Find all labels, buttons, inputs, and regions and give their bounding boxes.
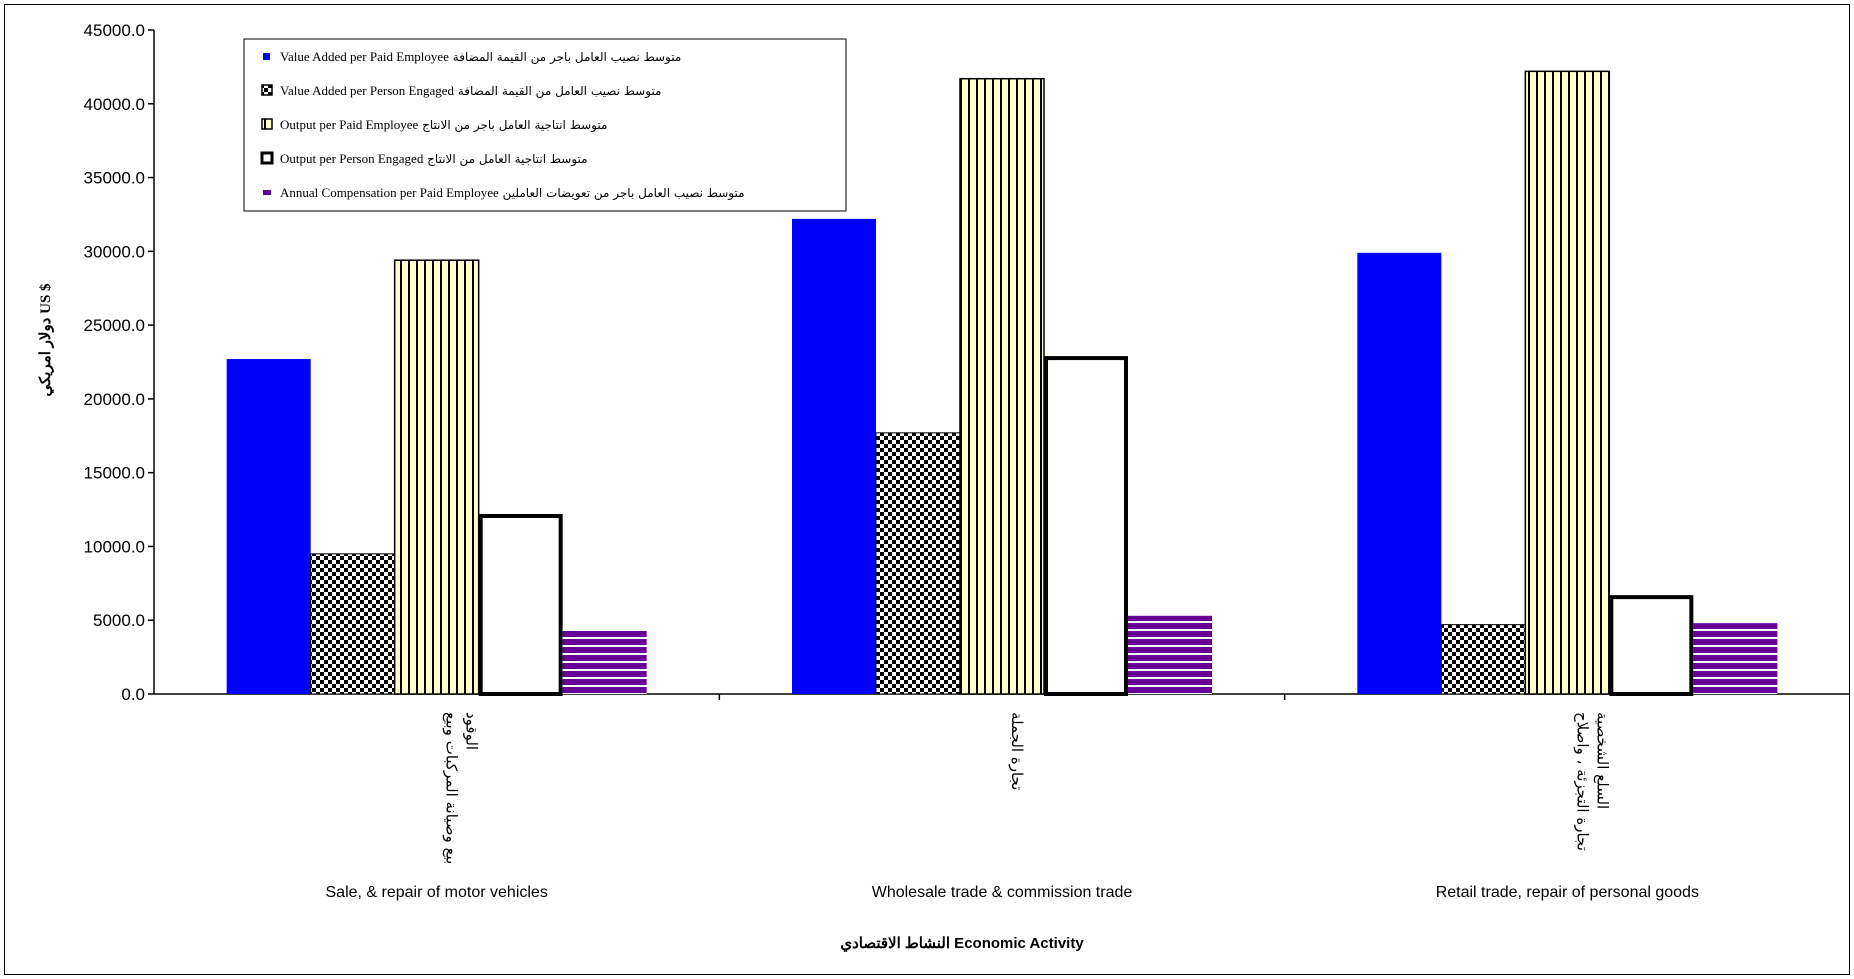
legend-entry-ar: متوسط انتاجية العامل من الانتاج <box>423 152 587 167</box>
y-tick-label: 0.0 <box>121 685 145 704</box>
legend-entry-2: Value Added per Person Engaged متوسط نصي… <box>280 83 662 99</box>
legend-swatch-2 <box>261 84 273 96</box>
bar-4-3 <box>1609 595 1694 696</box>
y-tick-label: 25000.0 <box>84 316 145 335</box>
legend-swatch-5 <box>263 190 271 195</box>
x-axis-title: النشاط الاقتصادي Economic Activity <box>840 935 1084 953</box>
legend-swatch-3 <box>261 118 273 130</box>
category-arabic-label-group: تجارة الجملة <box>1008 712 1026 790</box>
legend-entry-1: Value Added per Paid Employee متوسط نصيب… <box>280 49 681 65</box>
bar-2-1 <box>310 553 396 695</box>
y-tick-label: 45000.0 <box>84 21 145 40</box>
category-label: Retail trade, repair of personal goods <box>1436 884 1699 901</box>
legend-entry-en: Output per Person Engaged <box>280 151 424 166</box>
category-arabic-label: السلع الشخصية <box>1593 712 1611 809</box>
plot-area: 0.0 5000.0 10000.0 15000.0 20000.0 25000.0 300… <box>84 21 1850 901</box>
legend-entry-ar: متوسط انتاجية العامل باجر من الانتاج <box>418 118 607 133</box>
legend-entry-en: Value Added per Person Engaged <box>280 83 455 98</box>
legend-swatch-1 <box>263 53 270 60</box>
y-tick-label: 40000.0 <box>84 95 145 114</box>
bar-5-2 <box>1128 615 1212 694</box>
bar-2-3 <box>1440 624 1526 695</box>
legend-entry-ar: متوسط نصيب العامل باجر من القيمة المضافة <box>449 50 681 65</box>
category-arabic-label-group: بيع وصيانة المركبات وبيع الوقود <box>443 712 481 864</box>
chart-frame <box>4 4 1850 975</box>
bar-3-2 <box>959 77 1045 695</box>
bar-3-3 <box>1524 70 1611 695</box>
category-label: Wholesale trade & commission trade <box>872 884 1133 901</box>
bar-3-1 <box>393 259 480 695</box>
bar-1-3 <box>1357 252 1442 694</box>
legend-entry-4: Output per Person Engaged متوسط انتاجية … <box>280 151 588 167</box>
y-tick-label: 35000.0 <box>84 169 145 188</box>
bar-5-1 <box>562 629 647 694</box>
y-tick-label: 10000.0 <box>84 537 145 556</box>
category-arabic-label: تجارة الجملة <box>1008 712 1026 790</box>
y-tick-label: 15000.0 <box>84 464 145 483</box>
category-label: Sale, & repair of motor vehicles <box>326 884 548 901</box>
legend-swatch-4 <box>260 151 274 165</box>
category-arabic-label: الوقود <box>463 712 481 750</box>
bar-1-1 <box>226 359 311 694</box>
category-arabic-label-group: تجارة التجزئة ، واصلاح السلع الشخصية <box>1573 712 1611 851</box>
bar-2-2 <box>875 432 961 695</box>
y-axis-title: دولار امريكي US $ <box>38 283 55 397</box>
legend-entry-en: Annual Compensation per Paid Employee <box>280 185 499 200</box>
legend: Value Added per Paid Employee متوسط نصيب… <box>243 38 847 212</box>
legend-entry-ar: متوسط نصيب العامل باجر من تعويضات العامل… <box>499 186 745 201</box>
category-arabic-label: بيع وصيانة المركبات وبيع <box>443 712 461 864</box>
category-arabic-label: تجارة التجزئة ، واصلاح <box>1573 712 1591 851</box>
y-tick-label: 30000.0 <box>84 242 145 261</box>
bar-4-2 <box>1044 356 1128 696</box>
legend-entry-ar: متوسط نصيب العامل من القيمة المضافة <box>454 84 661 99</box>
bar-1-2 <box>792 218 876 695</box>
bar-4-1 <box>478 513 563 697</box>
bar-5-3 <box>1693 623 1778 694</box>
legend-box <box>243 38 847 212</box>
y-tick-label: 20000.0 <box>84 390 145 409</box>
legend-entry-en: Value Added per Paid Employee <box>280 49 449 64</box>
legend-entry-5: Annual Compensation per Paid Employee مت… <box>280 185 745 201</box>
y-tick-label: 5000.0 <box>93 611 145 630</box>
legend-entry-3: Output per Paid Employee متوسط انتاجية ا… <box>280 117 607 133</box>
legend-entry-en: Output per Paid Employee <box>280 117 419 132</box>
